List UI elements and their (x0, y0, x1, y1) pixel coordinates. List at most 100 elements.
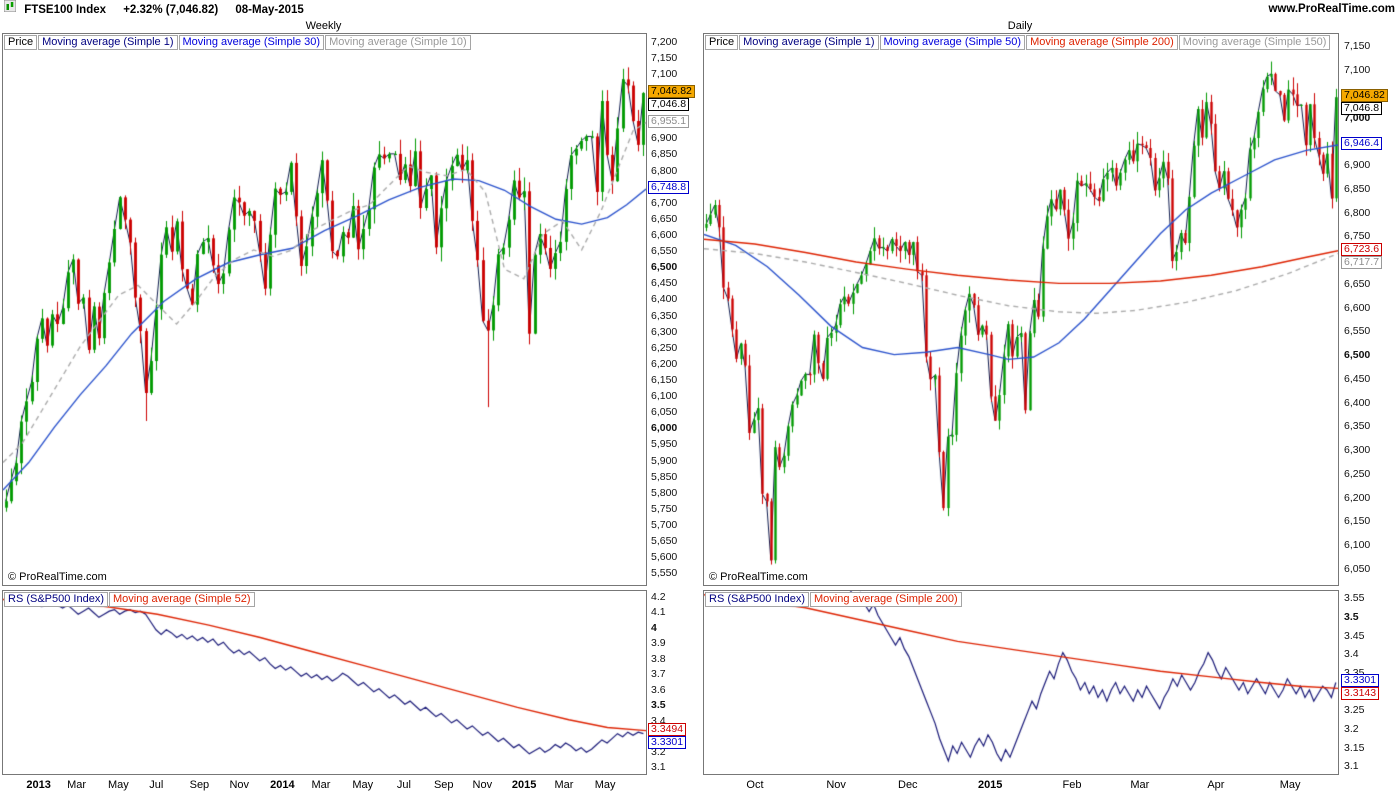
y-axis-tick: 6,900 (651, 132, 678, 145)
y-axis-tick: 6,500 (651, 261, 678, 274)
website-link[interactable]: www.ProRealTime.com (1268, 3, 1395, 15)
x-axis-label: Sep (189, 779, 210, 791)
x-axis-label: Mar (311, 779, 331, 791)
weekly-y-axis[interactable]: 7,2007,1507,1007,0507,0006,9506,9006,850… (648, 33, 704, 586)
y-axis-tick: 6,050 (651, 406, 678, 419)
y-axis-tick: 6,400 (651, 293, 678, 306)
weekly-price-chart[interactable] (2, 33, 647, 586)
y-axis-tick: 3.25 (1344, 704, 1365, 717)
daily-rs-y-axis[interactable]: 3.553.53.453.43.353.33.253.23.153.13.330… (1341, 590, 1397, 775)
price-label-highlight: 7,046.82 (648, 85, 695, 99)
y-axis-tick: 6,400 (1344, 396, 1371, 409)
y-axis-tick: 5,650 (651, 535, 678, 548)
y-axis-tick: 6,150 (1344, 515, 1371, 528)
x-axis-label: May (1279, 779, 1301, 791)
x-axis[interactable]: 2013 Mar May Jul Sep Nov 2014 Mar May Jul Sep Nov 20… (0, 779, 1400, 797)
y-axis-tick: 6,450 (1344, 372, 1371, 385)
price-label-black: 7,046.8 (648, 98, 690, 112)
x-axis-label: May (352, 779, 374, 791)
y-axis-tick: 6,250 (1344, 467, 1371, 480)
legend-item-ma-simple-150[interactable]: Moving average (Simple 150) (1178, 35, 1331, 50)
daily-y-axis[interactable]: 7,1507,1007,0507,0006,9506,9006,8506,800… (1341, 33, 1397, 586)
legend-item-ma-simple-200[interactable]: Moving average (Simple 200) (1026, 35, 1178, 50)
copyright-daily: © ProRealTime.com (709, 571, 808, 583)
y-axis-tick: 3.1 (1344, 760, 1359, 773)
y-axis-tick: 6,300 (1344, 444, 1371, 456)
price-label-highlight: 7,046.82 (1341, 89, 1388, 103)
x-axis-label: 2014 (270, 779, 295, 791)
y-axis-tick: 6,050 (1344, 562, 1371, 575)
y-axis-tick: 3.7 (651, 668, 666, 681)
instrument-name: FTSE100 Index (24, 4, 107, 17)
price-label-red: 3.3494 (648, 722, 687, 736)
x-axis-label: 2015 (977, 779, 1003, 791)
y-axis-tick: 3.4 (651, 714, 666, 727)
y-axis-tick: 4.2 (651, 590, 666, 603)
price-label-blue: 6,946.4 (1341, 136, 1383, 150)
y-axis-tick: 3.55 (1344, 592, 1365, 605)
daily-legend: Price Moving average (Simple 1) Moving ave… (705, 35, 1331, 50)
price-label-gray: 6,955.1 (648, 114, 690, 128)
daily-rs-chart[interactable] (703, 590, 1339, 775)
y-axis-tick: 6,350 (1344, 420, 1371, 433)
legend-item-rs[interactable]: RS (S&P500 Index) (4, 592, 108, 607)
app-icon[interactable] (3, 0, 17, 18)
weekly-chart-title: Weekly (305, 20, 342, 32)
y-axis-tick: 4.1 (651, 606, 666, 619)
x-axis-label: Sep (433, 779, 454, 791)
legend-item-ma-simple-50[interactable]: Moving average (Simple 50) (879, 35, 1026, 50)
y-axis-tick: 5,850 (651, 470, 678, 483)
y-axis-tick: 6,250 (651, 341, 678, 354)
legend-item-ma-simple-1[interactable]: Moving average (Simple 1) (739, 35, 879, 50)
y-axis-tick: 6,150 (651, 374, 678, 386)
y-axis-tick: 6,450 (651, 277, 678, 290)
legend-item-rs[interactable]: RS (S&P500 Index) (705, 592, 809, 607)
y-axis-tick: 6,750 (1344, 230, 1371, 243)
daily-rs-legend: RS (S&P500 Index) Moving average (Simple … (705, 592, 963, 607)
y-axis-tick: 3.2 (1344, 723, 1359, 736)
y-axis-tick: 6,000 (651, 422, 678, 435)
weekly-rs-chart[interactable] (2, 590, 647, 775)
y-axis-tick: 3.6 (651, 683, 666, 696)
price-label-blue: 3.3301 (1341, 674, 1380, 688)
y-axis-tick: 6,300 (651, 325, 678, 338)
legend-item-ma-simple-10[interactable]: Moving average (Simple 10) (325, 35, 471, 50)
x-axis-label: May (594, 779, 616, 791)
daily-price-chart[interactable] (703, 33, 1339, 586)
x-axis-label: Jul (149, 779, 164, 791)
x-axis-label: May (107, 779, 129, 791)
y-axis-tick: 5,550 (651, 567, 678, 580)
x-axis-label: Dec (898, 779, 918, 791)
legend-item-ma-simple-52[interactable]: Moving average (Simple 52) (109, 592, 255, 607)
y-axis-tick: 5,600 (651, 551, 678, 564)
x-axis-label: 2015 (511, 779, 537, 791)
y-axis-tick: 3.1 (651, 761, 666, 774)
y-axis-tick: 5,750 (651, 502, 678, 515)
legend-item-price[interactable]: Price (705, 35, 739, 50)
quote-date: 08-May-2015 (235, 4, 304, 17)
y-axis-tick: 6,550 (651, 245, 678, 258)
y-axis-tick: 5,950 (651, 438, 678, 451)
y-axis-tick: 5,800 (651, 486, 678, 499)
price-label-red: 6,723.6 (1341, 242, 1383, 256)
legend-item-ma-simple-200[interactable]: Moving average (Simple 200) (810, 592, 962, 607)
weekly-rs-legend: RS (S&P500 Index) Moving average (Simple … (4, 592, 256, 607)
x-axis-label: Nov (826, 779, 846, 791)
x-axis-label: Mar (554, 779, 574, 791)
legend-item-ma-simple-30[interactable]: Moving average (Simple 30) (178, 35, 325, 50)
x-axis-label: Nov (472, 779, 493, 791)
weekly-rs-y-axis[interactable]: 4.24.143.93.83.73.63.53.43.33.23.13.3494… (648, 590, 704, 775)
y-axis-tick: 6,650 (651, 212, 678, 225)
legend-item-price[interactable]: Price (4, 35, 38, 50)
daily-chart-title: Daily (1007, 20, 1033, 32)
y-axis-tick: 3.9 (651, 637, 666, 650)
y-axis-tick: 3.8 (651, 652, 666, 665)
x-axis-label: Mar (67, 779, 87, 791)
legend-item-ma-simple-1[interactable]: Moving average (Simple 1) (38, 35, 178, 50)
price-label-blue: 3.3301 (648, 735, 687, 749)
price-label-blue: 6,748.8 (648, 181, 690, 195)
weekly-legend: Price Moving average (Simple 1) Moving ave… (4, 35, 472, 50)
price-label-gray: 6,717.7 (1341, 255, 1383, 269)
x-axis-label: 2013 (26, 779, 51, 791)
